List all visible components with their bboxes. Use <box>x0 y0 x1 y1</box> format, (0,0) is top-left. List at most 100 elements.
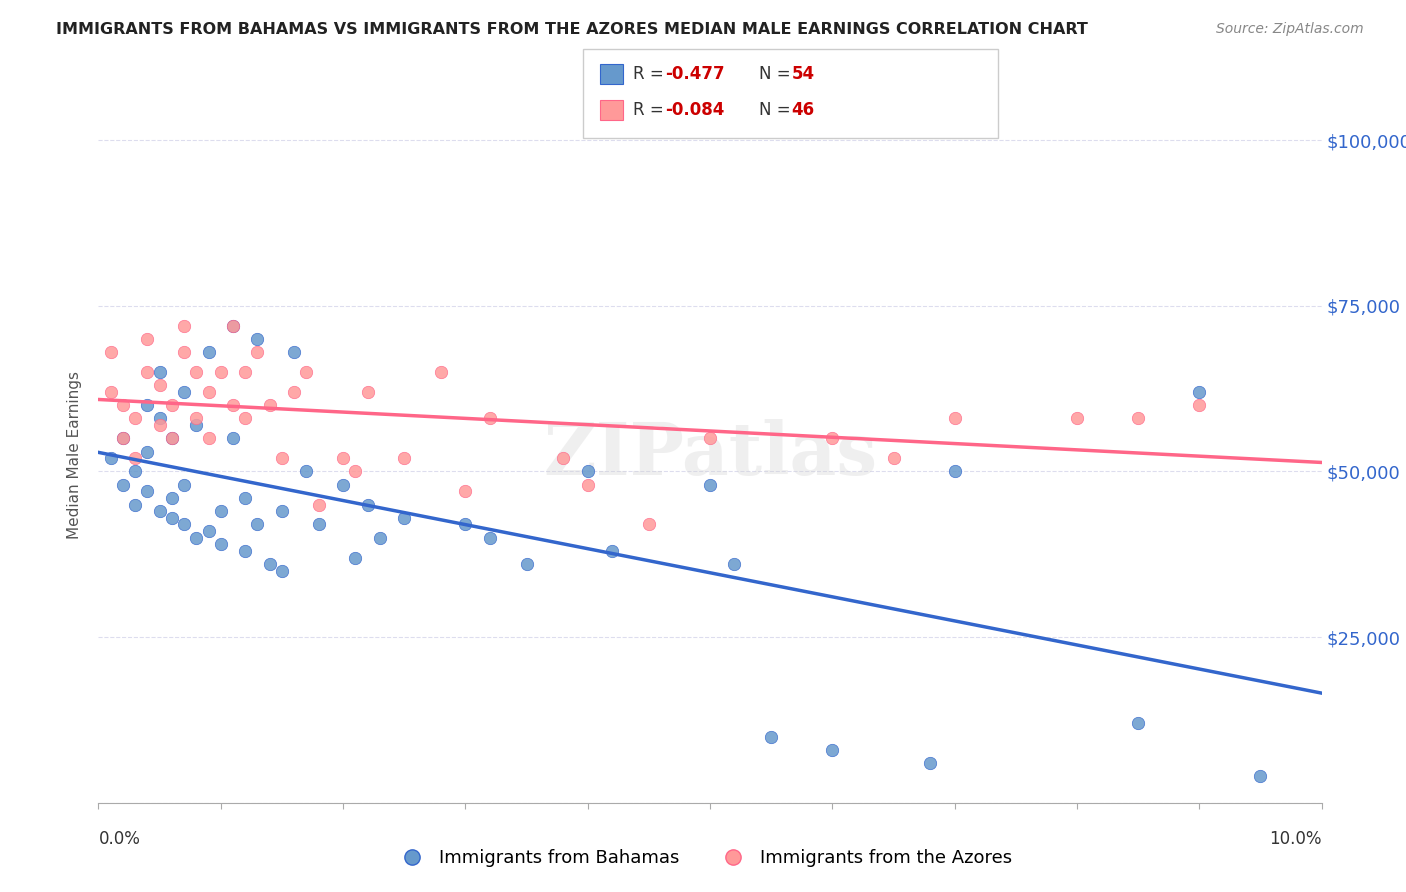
Point <box>392 511 416 525</box>
Point <box>246 517 269 532</box>
Point <box>149 378 172 392</box>
Point <box>124 498 146 512</box>
Point <box>186 365 208 379</box>
Point <box>233 365 256 379</box>
Point <box>222 318 245 333</box>
Point <box>478 411 501 425</box>
Point <box>821 431 844 445</box>
Text: ZIPatlas: ZIPatlas <box>543 419 877 491</box>
Point <box>295 365 318 379</box>
Text: -0.084: -0.084 <box>665 101 724 119</box>
Point <box>173 517 195 532</box>
Point <box>308 517 330 532</box>
Point <box>270 504 292 518</box>
Point <box>197 384 219 399</box>
Point <box>454 517 477 532</box>
Point <box>124 451 146 466</box>
Point <box>222 431 245 445</box>
Text: IMMIGRANTS FROM BAHAMAS VS IMMIGRANTS FROM THE AZORES MEDIAN MALE EARNINGS CORRE: IMMIGRANTS FROM BAHAMAS VS IMMIGRANTS FR… <box>56 22 1088 37</box>
Point <box>344 550 367 565</box>
Point <box>233 544 256 558</box>
Legend: Immigrants from Bahamas, Immigrants from the Azores: Immigrants from Bahamas, Immigrants from… <box>387 842 1019 874</box>
Point <box>160 511 183 525</box>
Point <box>246 345 269 359</box>
Point <box>332 477 354 491</box>
Point <box>759 730 782 744</box>
Point <box>392 451 416 466</box>
Point <box>430 365 453 379</box>
Point <box>222 318 245 333</box>
Point <box>1188 384 1211 399</box>
Point <box>173 345 195 359</box>
Point <box>1128 716 1150 731</box>
Point <box>356 498 378 512</box>
Point <box>943 465 966 479</box>
Point <box>233 491 256 505</box>
Text: 10.0%: 10.0% <box>1270 830 1322 847</box>
Point <box>197 345 219 359</box>
Point <box>149 418 172 433</box>
Point <box>368 531 391 545</box>
Point <box>100 345 122 359</box>
Point <box>124 465 146 479</box>
Point <box>270 451 292 466</box>
Point <box>246 332 269 346</box>
Point <box>111 398 134 412</box>
Text: -0.477: -0.477 <box>665 65 724 83</box>
Point <box>160 431 183 445</box>
Text: 46: 46 <box>792 101 814 119</box>
Point <box>149 365 172 379</box>
Point <box>356 384 378 399</box>
Point <box>111 431 134 445</box>
Point <box>197 431 219 445</box>
Point <box>197 524 219 538</box>
Text: N =: N = <box>759 65 796 83</box>
Point <box>600 544 623 558</box>
Point <box>186 531 208 545</box>
Text: R =: R = <box>633 101 669 119</box>
Point <box>478 531 501 545</box>
Point <box>209 504 232 518</box>
Point <box>111 477 134 491</box>
Point <box>723 558 745 572</box>
Point <box>136 484 159 499</box>
Point <box>160 398 183 412</box>
Point <box>344 465 367 479</box>
Point <box>576 465 599 479</box>
Point <box>222 398 245 412</box>
Point <box>149 411 172 425</box>
Point <box>516 558 538 572</box>
Point <box>149 504 172 518</box>
Point <box>136 398 159 412</box>
Point <box>699 477 721 491</box>
Y-axis label: Median Male Earnings: Median Male Earnings <box>67 371 83 539</box>
Point <box>100 384 122 399</box>
Text: R =: R = <box>633 65 669 83</box>
Point <box>173 477 195 491</box>
Point <box>136 332 159 346</box>
Point <box>1188 398 1211 412</box>
Point <box>233 411 256 425</box>
Point <box>1128 411 1150 425</box>
Point <box>209 365 232 379</box>
Text: 54: 54 <box>792 65 814 83</box>
Point <box>920 756 942 770</box>
Point <box>295 465 318 479</box>
Point <box>100 451 122 466</box>
Point <box>332 451 354 466</box>
Point <box>111 431 134 445</box>
Point <box>1066 411 1088 425</box>
Point <box>283 345 305 359</box>
Text: N =: N = <box>759 101 796 119</box>
Point <box>699 431 721 445</box>
Point <box>283 384 305 399</box>
Point <box>1249 769 1271 783</box>
Point <box>136 365 159 379</box>
Point <box>173 318 195 333</box>
Point <box>553 451 575 466</box>
Point <box>270 564 292 578</box>
Point <box>821 743 844 757</box>
Point <box>186 411 208 425</box>
Point <box>160 431 183 445</box>
Point <box>259 398 281 412</box>
